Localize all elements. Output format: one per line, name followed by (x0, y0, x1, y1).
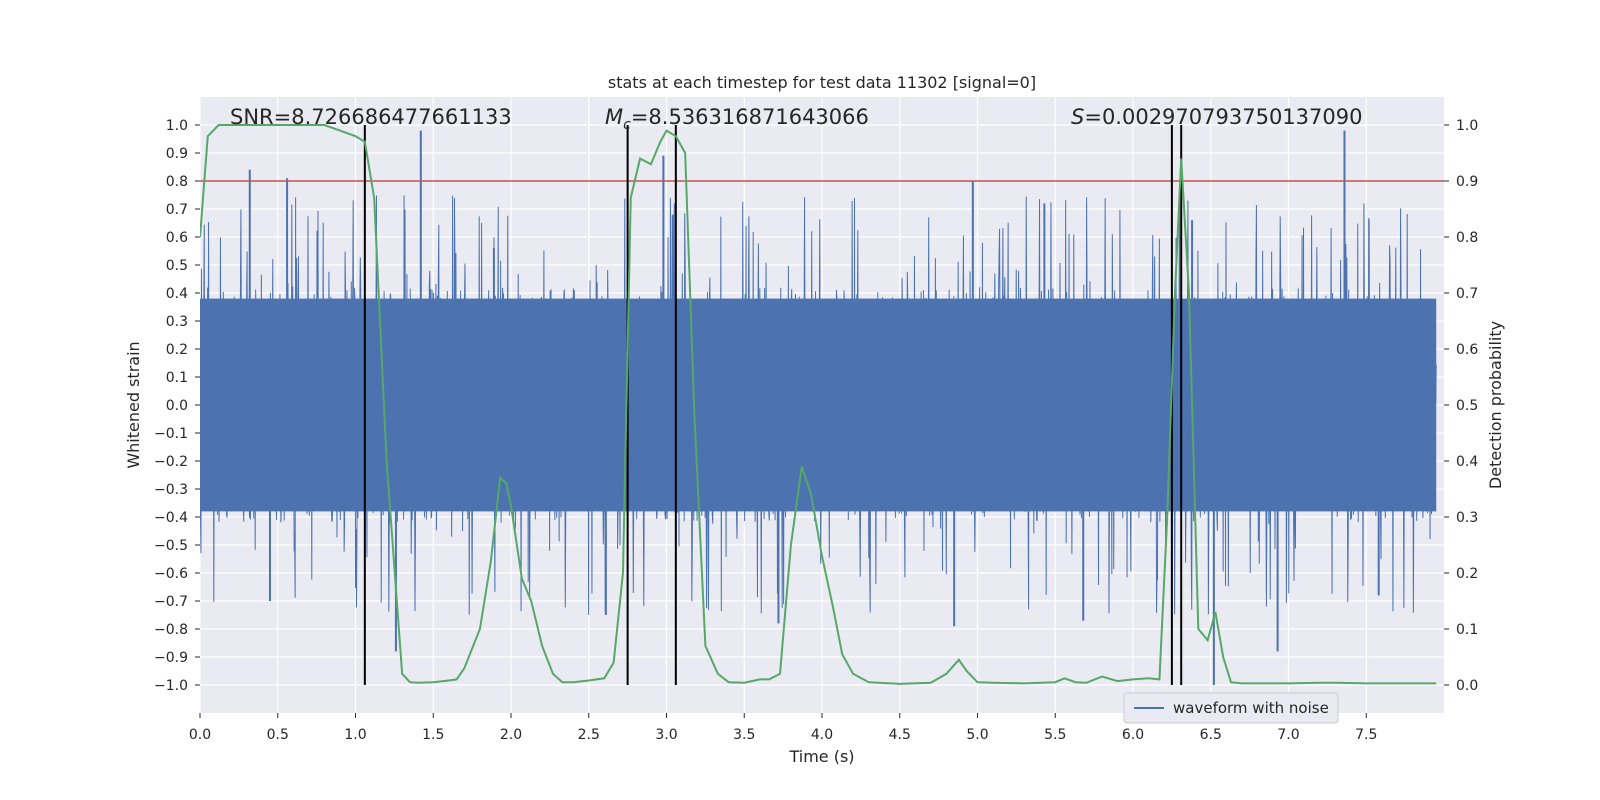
x-tick-label: 1.5 (422, 727, 444, 743)
y-left-tick-label: −0.8 (154, 622, 188, 638)
x-tick-label: 3.5 (733, 727, 755, 743)
y-left-tick-label: 0.9 (166, 146, 188, 162)
y-left-tick-label: 0.5 (166, 258, 188, 274)
y-left-tick-label: −0.7 (154, 594, 188, 610)
y-right-tick-label: 0.1 (1456, 622, 1478, 638)
y-right-tick-label: 0.3 (1456, 510, 1478, 526)
x-tick-label: 6.0 (1122, 727, 1144, 743)
y-left-tick-label: −0.9 (154, 650, 188, 666)
x-tick-label: 2.5 (578, 727, 600, 743)
y-left-tick-label: −0.1 (154, 426, 188, 442)
y-right-axis-label: Detection probability (1486, 321, 1505, 489)
y-left-tick-label: 0.4 (166, 286, 188, 302)
y-left-tick-label: −0.2 (154, 454, 188, 470)
y-left-tick-label: −0.3 (154, 482, 188, 498)
s-symbol: S (1071, 105, 1084, 129)
y-left-tick-label: 0.6 (166, 230, 188, 246)
x-tick-label: 0.0 (189, 727, 211, 743)
x-tick-label: 6.5 (1200, 727, 1222, 743)
s-annotation: S=0.002970793750137090 (1071, 105, 1362, 129)
y-left-tick-label: 0.2 (166, 342, 188, 358)
legend: waveform with noise (1123, 692, 1339, 724)
y-right-tick-label: 0.9 (1456, 174, 1478, 190)
y-left-axis-label: Whitened strain (124, 341, 143, 468)
y-left-tick-label: −1.0 (154, 678, 188, 694)
vertical-markers (363, 125, 1183, 685)
x-tick-label: 0.5 (267, 727, 289, 743)
mc-value: =8.536316871643066 (631, 105, 869, 129)
y-left-tick-label: 0.0 (166, 398, 188, 414)
y-right-axis-ticks: 1.0 0.9 0.8 0.7 0.6 0.5 0.4 0.3 0.2 0.1 0.0 (1444, 118, 1478, 694)
y-right-tick-label: 0.8 (1456, 230, 1478, 246)
mc-annotation: Mc=8.536316871643066 (605, 105, 869, 133)
x-axis-ticks: 0.0 0.5 1.0 1.5 2.0 2.5 3.0 3.5 4.0 4.5 5.0 5.5 6.0 6… (189, 713, 1377, 743)
mc-subscript: c (623, 117, 631, 133)
x-tick-label: 5.0 (966, 727, 988, 743)
legend-box (1123, 692, 1339, 724)
y-right-tick-label: 0.2 (1456, 566, 1478, 582)
probability-series (200, 124, 1437, 685)
x-tick-label: 4.0 (811, 727, 833, 743)
y-right-tick-label: 0.6 (1456, 342, 1478, 358)
x-axis-label: Time (s) (788, 747, 854, 766)
y-right-tick-label: 0.4 (1456, 454, 1478, 470)
y-left-axis-ticks: 1.0 0.9 0.8 0.7 0.6 0.5 0.4 0.3 0.2 0.1 0.0 −0.1 −0.… (154, 118, 200, 694)
y-left-tick-label: 0.3 (166, 314, 188, 330)
x-tick-label: 3.0 (655, 727, 677, 743)
y-right-tick-label: 0.5 (1456, 398, 1478, 414)
y-left-tick-label: 0.7 (166, 202, 188, 218)
x-tick-label: 2.0 (500, 727, 522, 743)
chart-title: stats at each timestep for test data 113… (608, 73, 1036, 92)
legend-label: waveform with noise (1173, 699, 1329, 717)
y-right-tick-label: 0.0 (1456, 678, 1478, 694)
y-left-tick-label: −0.5 (154, 538, 188, 554)
probability-line (200, 124, 1437, 685)
snr-annotation: SNR=8.726686477661133 (230, 105, 512, 129)
x-tick-label: 7.5 (1355, 727, 1377, 743)
y-left-tick-label: −0.6 (154, 566, 188, 582)
y-right-tick-label: 1.0 (1456, 118, 1478, 134)
s-value: =0.002970793750137090 (1084, 105, 1362, 129)
y-right-tick-label: 0.7 (1456, 286, 1478, 302)
mc-symbol: M (605, 105, 623, 129)
x-tick-label: 1.0 (344, 727, 366, 743)
x-tick-label: 5.5 (1044, 727, 1066, 743)
waveform-series (200, 130, 1437, 685)
y-left-tick-label: 0.8 (166, 174, 188, 190)
y-left-tick-label: 0.1 (166, 370, 188, 386)
y-left-tick-label: 1.0 (166, 118, 188, 134)
x-tick-label: 7.0 (1277, 727, 1299, 743)
y-left-tick-label: −0.4 (154, 510, 188, 526)
waveform-dense-band (200, 298, 1437, 512)
x-tick-label: 4.5 (889, 727, 911, 743)
